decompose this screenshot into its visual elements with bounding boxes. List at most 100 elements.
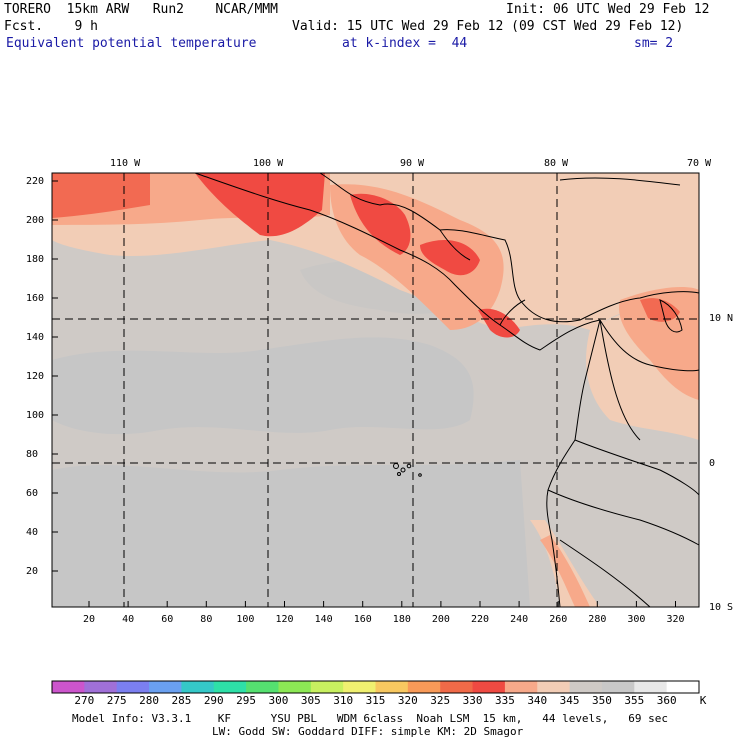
tick-marks	[52, 180, 676, 607]
y-tick-label: 140	[26, 332, 45, 343]
colorbar-tick-label: 360	[656, 694, 677, 707]
galapagos-island	[418, 473, 422, 477]
colorbar-swatch	[149, 681, 182, 693]
lon-label: 90 W	[400, 158, 425, 169]
colorbar-swatch	[310, 681, 344, 693]
coastlines	[194, 172, 700, 608]
colorbar-tick-label: 330	[462, 694, 483, 707]
x-tick-label: 280	[588, 614, 607, 625]
colorbar-tick-label: 350	[592, 694, 612, 707]
colorbar-swatch	[504, 681, 538, 693]
colorbar-swatch	[246, 681, 279, 693]
colorbar-tick-label: 315	[365, 694, 386, 707]
galapagos-island	[406, 463, 412, 469]
lon-label: 110 W	[110, 158, 141, 169]
colorbar-tick-label: 290	[203, 694, 224, 707]
colorbar-swatch	[666, 681, 700, 693]
y-tick-label: 160	[26, 293, 45, 304]
border-line	[599, 319, 700, 372]
y-tick-label: 200	[26, 215, 45, 226]
colorbar-swatch	[343, 681, 376, 693]
hot-core	[640, 298, 680, 322]
hot-core	[420, 240, 480, 276]
colorbar-tick-label: 295	[236, 694, 257, 707]
colorbar-tick-label: 275	[106, 694, 127, 707]
plot-frame	[51, 172, 700, 608]
colorbar-frame	[51, 680, 700, 694]
valid-time: Valid: 15 UTC Wed 29 Feb 12 (09 CST Wed …	[292, 19, 684, 34]
x-tick-label: 240	[510, 614, 529, 625]
x-tick-label: 60	[161, 614, 174, 625]
hot-core	[350, 193, 411, 255]
warm-335	[619, 287, 699, 400]
x-tick-label: 40	[122, 614, 135, 625]
colorbar-swatch	[537, 681, 571, 693]
colorbar-swatch	[213, 681, 247, 693]
colorbar-swatch	[116, 681, 150, 693]
x-tick-label: 260	[549, 614, 568, 625]
hot-core	[52, 173, 150, 218]
y-tick-label: 40	[26, 527, 39, 538]
lon-label: 70 W	[687, 158, 712, 169]
physics-info: LW: Godd SW: Goddard DIFF: simple KM: 2D…	[212, 725, 524, 738]
x-tick-label: 160	[353, 614, 372, 625]
colorbar-swatch	[569, 681, 603, 693]
cool-patch	[52, 337, 474, 435]
border-line	[599, 319, 641, 441]
colorbar-swatch	[601, 681, 635, 693]
y-tick-label: 80	[26, 449, 39, 460]
x-tick-label: 20	[83, 614, 96, 625]
model-title: TORERO 15km ARW Run2 NCAR/MMM	[4, 2, 278, 17]
border-line	[547, 489, 700, 546]
cool-patch	[52, 460, 530, 607]
colorbar-swatch	[440, 681, 474, 693]
colorbar-swatch	[407, 681, 441, 693]
colorbar-tick-label: 305	[300, 694, 321, 707]
colorbar	[52, 681, 700, 693]
colorbar-unit: K	[699, 694, 707, 707]
lake-maracaibo	[659, 299, 683, 333]
colorbar-swatch	[472, 681, 506, 693]
colorbar-tick-label: 340	[527, 694, 548, 707]
colorbar-swatch	[375, 681, 409, 693]
colorbar-tick-label: 300	[268, 694, 289, 707]
init-time: Init: 06 UTC Wed 29 Feb 12	[506, 2, 710, 17]
y-tick-label: 120	[26, 371, 45, 382]
lon-label: 100 W	[253, 158, 284, 169]
forecast-hour: Fcst. 9 h	[4, 19, 98, 34]
y-tick-label: 220	[26, 176, 45, 187]
hot-core	[195, 173, 325, 237]
border-line	[439, 229, 471, 261]
x-tick-label: 220	[471, 614, 490, 625]
model-info: Model Info: V3.3.1 KF YSU PBL WDM 6class…	[72, 712, 669, 725]
x-tick-label: 120	[275, 614, 294, 625]
pacific-coast	[194, 172, 601, 351]
x-tick-label: 80	[200, 614, 213, 625]
x-tick-label: 200	[431, 614, 450, 625]
y-tick-label: 180	[26, 254, 45, 265]
graticule	[52, 173, 699, 607]
colorbar-swatch	[278, 681, 312, 693]
colorbar-swatch	[634, 681, 668, 693]
colorbar-swatch	[181, 681, 215, 693]
colorbar-swatch	[52, 681, 85, 693]
south-america-coast	[546, 319, 601, 608]
y-tick-label: 100	[26, 410, 45, 421]
colorbar-tick-label: 335	[494, 694, 515, 707]
lat-label: 10 S	[709, 602, 734, 613]
lat-label: 0	[709, 458, 716, 469]
colorbar-tick-label: 270	[74, 694, 95, 707]
colorbar-tick-label: 325	[430, 694, 451, 707]
colorbar-tick-label: 320	[397, 694, 418, 707]
galapagos-island	[400, 467, 406, 473]
colorbar-tick-label: 285	[171, 694, 192, 707]
x-tick-label: 320	[666, 614, 685, 625]
caribbean-islands	[559, 177, 681, 186]
colorbar-tick-label: 310	[333, 694, 354, 707]
x-tick-label: 100	[236, 614, 255, 625]
y-tick-label: 60	[26, 488, 39, 499]
lat-label: 10 N	[709, 313, 734, 324]
caribbean-coast	[319, 172, 700, 323]
galapagos-island	[397, 472, 401, 476]
border-line	[499, 299, 526, 326]
